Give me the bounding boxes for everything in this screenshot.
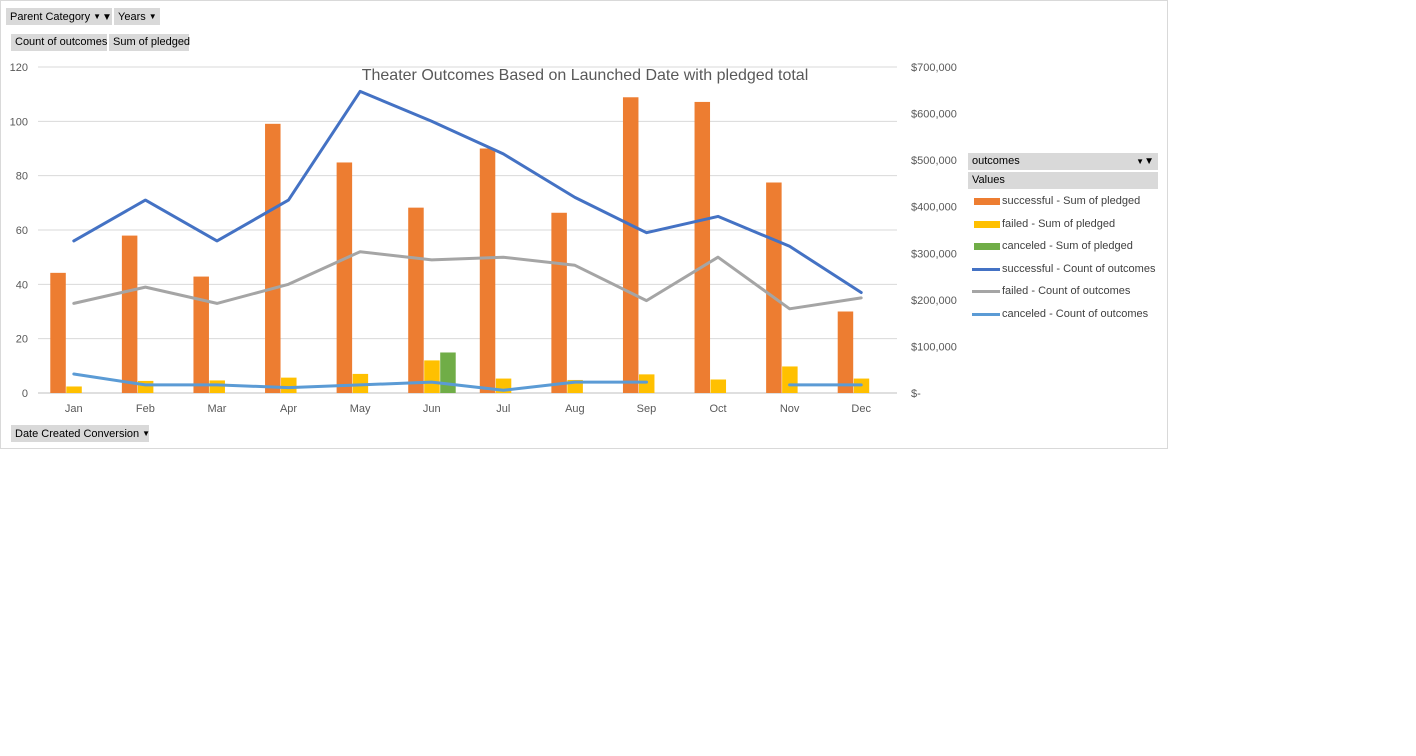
bar <box>479 148 496 393</box>
legend-header-label: outcomes <box>972 155 1020 167</box>
bar <box>710 379 727 393</box>
left-axis-tick-label: 100 <box>10 116 28 128</box>
line-series-group <box>72 89 863 392</box>
legend-item: successful - Sum of pledged <box>968 190 1158 213</box>
legend-line-swatch <box>972 267 1000 271</box>
legend-line-swatch <box>972 312 1000 316</box>
bar <box>440 352 456 393</box>
x-axis-tick-label: Apr <box>280 403 297 415</box>
bar <box>209 380 225 393</box>
legend: outcomes ▼▼ Values successful - Sum of p… <box>968 153 1158 326</box>
x-axis-tick-label: Jul <box>496 403 510 415</box>
chart-title: Theater Outcomes Based on Launched Date … <box>362 67 809 84</box>
date-created-conversion-label: Date Created Conversion <box>15 428 140 440</box>
parent-category-filter-button[interactable]: Parent Category ▼▼ <box>6 8 112 25</box>
right-axis-tick-label: $500,000 <box>911 155 957 167</box>
date-created-conversion-filter-button[interactable]: Date Created Conversion ▼ <box>11 425 151 442</box>
legend-item: failed - Count of outcomes <box>968 280 1158 303</box>
right-axis-tick-label: $400,000 <box>911 202 957 214</box>
x-axis-tick-label: Aug <box>565 403 585 415</box>
left-axis-ticks: 0 20 40 60 80 100 120 <box>10 62 28 400</box>
x-axis-tick-label: Jan <box>65 403 83 415</box>
bar <box>424 360 440 393</box>
dropdown-arrow-icon: ▼ <box>148 12 157 21</box>
filter-icon: ▼ <box>102 12 112 23</box>
right-axis-tick-label: $600,000 <box>911 109 957 121</box>
bar <box>281 377 297 393</box>
left-axis-tick-label: 0 <box>22 388 28 400</box>
left-axis-tick-label: 20 <box>16 334 28 346</box>
right-axis-tick-label: $200,000 <box>911 295 957 307</box>
bar <box>766 182 782 393</box>
left-axis-tick-label: 60 <box>16 225 28 237</box>
series-line <box>72 89 863 294</box>
chart-frame <box>0 0 1168 449</box>
x-axis-tick-label: Nov <box>780 403 800 415</box>
legend-item-label: failed - Count of outcomes <box>1002 285 1131 298</box>
right-axis-tick-label: $300,000 <box>911 248 957 260</box>
bar <box>408 207 424 393</box>
x-axis-tick-label: Jun <box>423 403 441 415</box>
bar <box>121 235 138 393</box>
bar <box>66 386 82 393</box>
bar <box>265 123 281 394</box>
right-axis-tick-label: $100,000 <box>911 341 957 353</box>
bar <box>50 272 66 393</box>
x-axis-tick-label: Feb <box>136 403 155 415</box>
dropdown-arrow-icon: ▼ <box>93 12 102 21</box>
count-of-outcomes-label: Count of outcomes <box>15 36 108 48</box>
legend-item: failed - Sum of pledged <box>968 213 1158 236</box>
bar <box>193 276 209 393</box>
x-axis-tick-label: Sep <box>637 403 657 415</box>
legend-bar-swatch <box>974 198 1000 205</box>
series-line <box>72 372 863 392</box>
legend-bar-swatch <box>974 243 1000 251</box>
years-label: Years <box>118 11 146 23</box>
bar <box>837 311 854 393</box>
x-axis-ticks: Jan Feb Mar Apr May Jun Jul Aug Sep Oct Nov Dec <box>65 403 872 415</box>
legend-item-label: failed - Sum of pledged <box>1002 217 1116 230</box>
count-of-outcomes-field-button[interactable]: Count of outcomes <box>11 34 107 51</box>
left-axis-tick-label: 80 <box>16 171 28 183</box>
legend-item: successful - Count of outcomes <box>968 258 1158 281</box>
bar <box>694 101 711 393</box>
legend-line-swatch <box>972 290 1000 294</box>
legend-values-label: Values <box>968 172 1158 189</box>
sum-of-pledged-label: Sum of pledged <box>113 36 191 48</box>
legend-bar-swatch <box>974 220 1000 228</box>
bar <box>782 366 798 393</box>
left-axis-tick-label: 120 <box>10 62 28 74</box>
legend-item-label: canceled - Sum of pledged <box>1002 240 1133 253</box>
outcomes-filter-button[interactable]: outcomes ▼▼ <box>968 153 1158 170</box>
legend-item-label: canceled - Count of outcomes <box>1002 307 1149 320</box>
legend-item-label: successful - Count of outcomes <box>1002 262 1156 275</box>
right-axis-ticks: $- $100,000 $200,000 $300,000 $400,000 $500,0… <box>911 62 957 400</box>
years-filter-button[interactable]: Years ▼ <box>114 8 160 25</box>
bar <box>622 97 639 394</box>
dropdown-arrow-icon: ▼ <box>142 429 151 438</box>
x-axis-tick-label: Oct <box>709 403 726 415</box>
legend-item-label: successful - Sum of pledged <box>1002 195 1141 207</box>
left-axis-tick-label: 40 <box>16 279 28 291</box>
bar-series-group <box>50 97 870 394</box>
filter-icon: ▼ <box>1144 156 1154 167</box>
right-axis-tick-label: $700,000 <box>911 62 957 74</box>
right-axis-tick-label: $- <box>911 388 921 400</box>
legend-item: canceled - Sum of pledged <box>968 235 1158 258</box>
parent-category-label: Parent Category <box>10 11 91 23</box>
sum-of-pledged-field-button[interactable]: Sum of pledged <box>109 34 191 51</box>
bar <box>638 374 655 393</box>
dropdown-arrow-icon: ▼ <box>1136 157 1145 166</box>
bar <box>336 162 353 393</box>
bar <box>551 212 567 393</box>
legend-item: canceled - Count of outcomes <box>968 303 1158 326</box>
series-line <box>72 250 863 311</box>
x-axis-tick-label: Dec <box>851 403 871 415</box>
x-axis-tick-label: Mar <box>207 403 226 415</box>
x-axis-tick-label: May <box>350 403 371 415</box>
